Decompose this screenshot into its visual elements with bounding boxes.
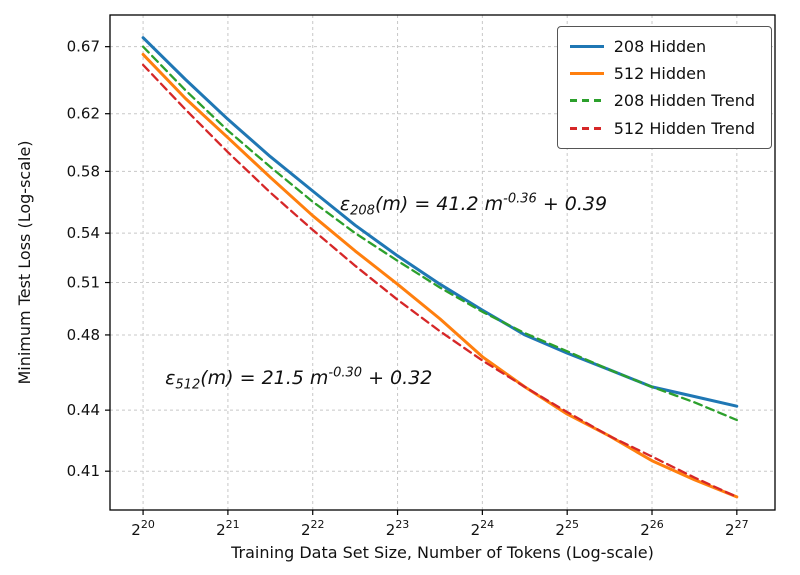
legend-line-sample-208-hidden-trend [569,99,604,103]
annotation-208-tail: + 0.39 [536,192,608,215]
y-tick-label: 0.51 [67,274,100,292]
annotation-512-symbol: ε [165,367,176,390]
x-tick-label: 225 [555,518,579,539]
series-line-512-hidden [141,52,739,499]
x-tick-label: 224 [471,518,495,539]
x-tick-label: 226 [640,518,664,539]
y-tick-label: 0.67 [67,38,100,56]
legend-label-512-hidden-trend: 512 Hidden Trend [613,118,755,138]
series-line-208-hidden-trend [141,45,738,422]
x-tick-label: 220 [131,518,155,539]
legend-line-sample-208-hidden [569,45,604,49]
y-tick-label: 0.44 [67,401,100,419]
y-tick-label: 0.58 [67,162,100,180]
y-tick-label: 0.62 [67,105,100,123]
legend-entry-208-hidden-trend: 208 Hidden Trend [569,91,755,111]
x-tick-label: 223 [386,518,410,539]
annotation-208-subscript: 208 [350,203,375,219]
x-tick-label: 227 [725,518,749,539]
annotation-208-exponent: -0.36 [503,191,537,207]
legend-entry-512-hidden: 512 Hidden [569,64,755,84]
annotation-512-tail: + 0.32 [362,367,433,390]
annotation-512-formula: ε512(m) = 21.5 m-0.30 + 0.32 [165,366,432,393]
legend-line-sample-512-hidden [569,72,604,76]
annotation-512-subscript: 512 [175,377,201,393]
plot-frame [109,14,776,511]
annotation-208-formula: ε208(m) = 41.2 m-0.36 + 0.39 [340,191,607,218]
annotation-208-body: (m) = 41.2 m [374,192,504,215]
y-tick-label: 0.48 [67,326,100,344]
legend-entry-512-hidden-trend: 512 Hidden Trend [569,118,755,138]
legend-label-208-hidden-trend: 208 Hidden Trend [613,91,755,111]
series-line-512-hidden-trend [141,63,738,499]
legend-label-208-hidden: 208 Hidden [613,37,707,56]
legend: 208 Hidden 512 Hidden 208 Hidden Trend 5… [556,26,772,149]
x-tick-label: 222 [301,518,325,539]
annotation-208-symbol: ε [339,192,351,215]
y-axis-label: Minimum Test Loss (Log-scale) [15,140,34,384]
x-tick-label: 221 [216,518,240,539]
annotation-512-exponent: -0.30 [328,365,363,381]
annotation-512-body: (m) = 21.5 m [200,367,329,390]
y-tick-label: 0.54 [67,224,100,242]
y-tick-label: 0.41 [67,462,100,480]
legend-label-512-hidden: 512 Hidden [613,64,707,84]
legend-entry-208-hidden: 208 Hidden [569,37,755,56]
legend-line-sample-512-hidden-trend [569,126,604,130]
x-axis-label: Training Data Set Size, Number of Tokens… [230,543,654,562]
